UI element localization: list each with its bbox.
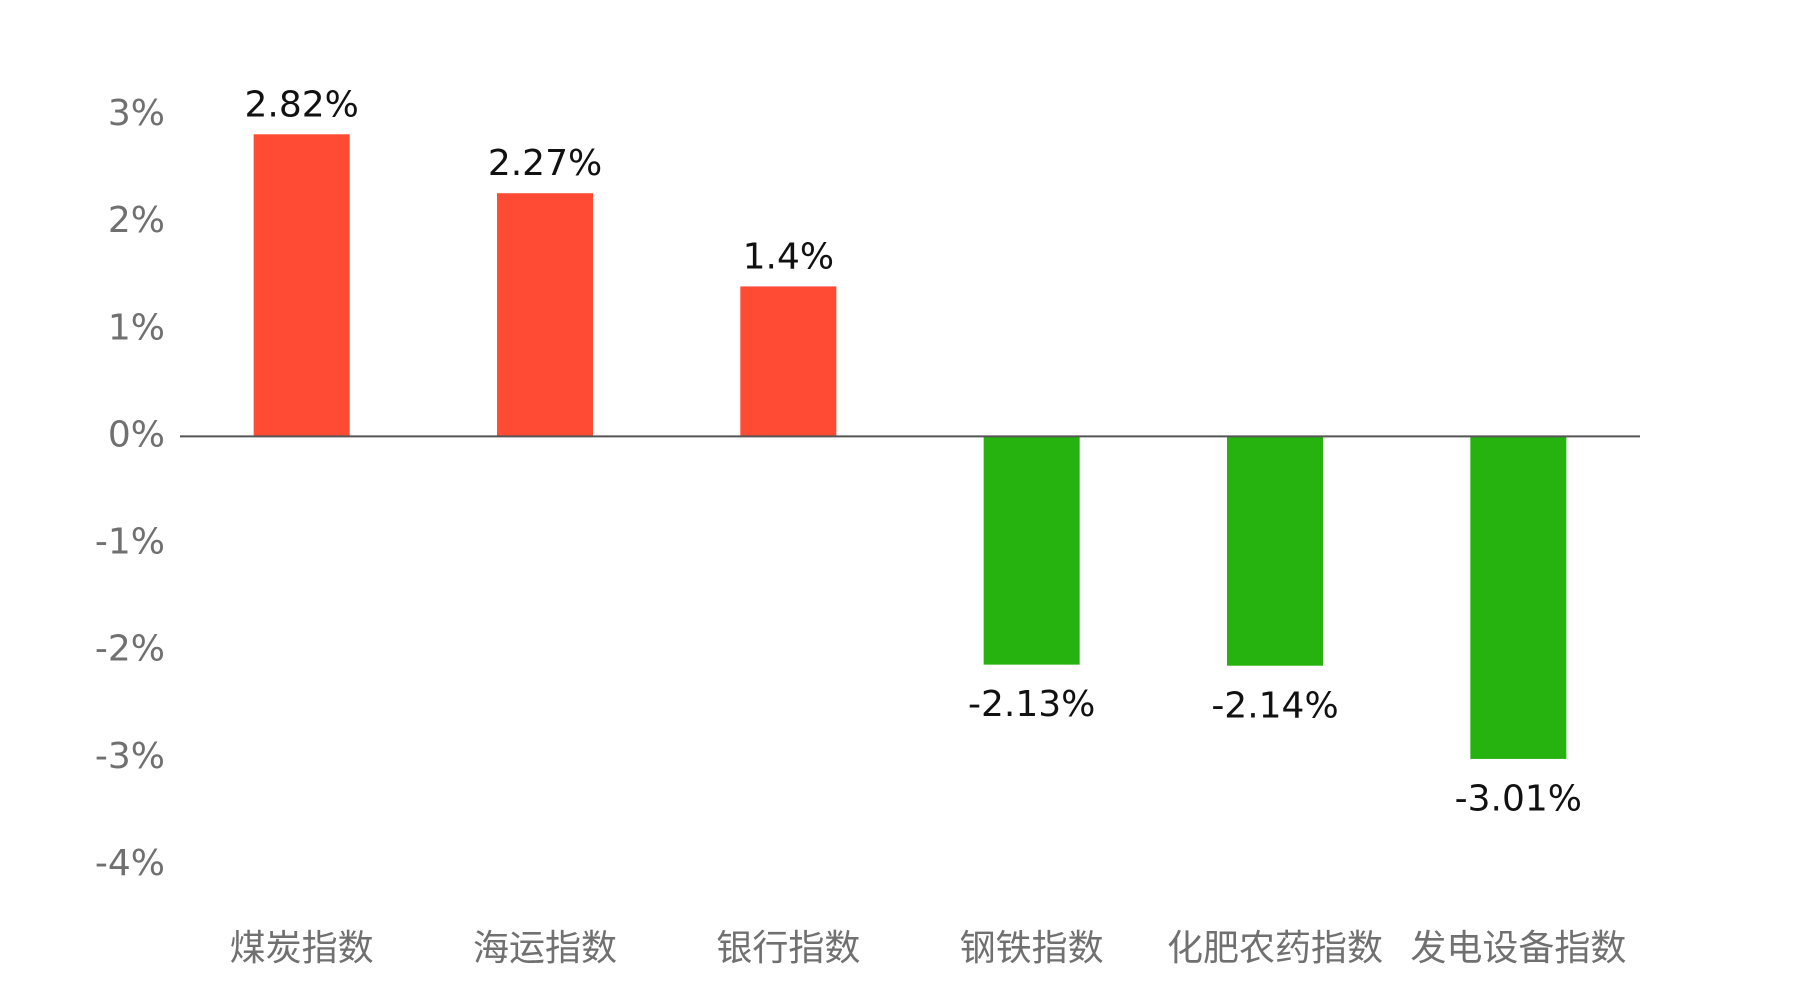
x-tick-label: 发电设备指数: [1410, 928, 1626, 969]
x-tick-label: 煤炭指数: [230, 928, 374, 969]
bar: [253, 134, 350, 437]
data-label: 2.82%: [244, 84, 358, 125]
bar: [983, 436, 1080, 665]
data-label: 2.27%: [488, 143, 602, 184]
bar: [1227, 436, 1323, 666]
x-axis: 煤炭指数 海运指数 银行指数 钢铁指数 化肥农药指数 发电设备指数: [230, 928, 1627, 969]
y-tick-label: 0%: [108, 414, 165, 455]
x-tick-label: 海运指数: [473, 928, 617, 969]
data-label: -3.01%: [1455, 779, 1582, 820]
bar: [740, 286, 837, 437]
x-tick-label: 银行指数: [716, 928, 860, 969]
y-tick-label: 3%: [108, 93, 165, 134]
bars: [253, 134, 1567, 759]
data-labels: 2.82% 2.27% 1.4% -2.13% -2.14% -3.01%: [244, 84, 1582, 819]
y-tick-label: -2%: [95, 629, 165, 670]
data-label: 1.4%: [743, 236, 834, 277]
data-label: -2.14%: [1211, 685, 1338, 726]
data-label: -2.13%: [968, 684, 1095, 725]
y-tick-label: 1%: [108, 307, 165, 348]
y-tick-label: 2%: [108, 200, 165, 241]
bar: [1470, 436, 1567, 759]
y-tick-label: -4%: [95, 843, 165, 884]
x-tick-label: 化肥农药指数: [1167, 928, 1383, 969]
y-tick-label: -3%: [95, 736, 165, 777]
y-tick-label: -1%: [95, 522, 165, 563]
x-tick-label: 钢铁指数: [960, 928, 1104, 969]
bar: [497, 193, 593, 437]
y-axis: 3% 2% 1% 0% -1% -2% -3% -4%: [95, 93, 165, 884]
